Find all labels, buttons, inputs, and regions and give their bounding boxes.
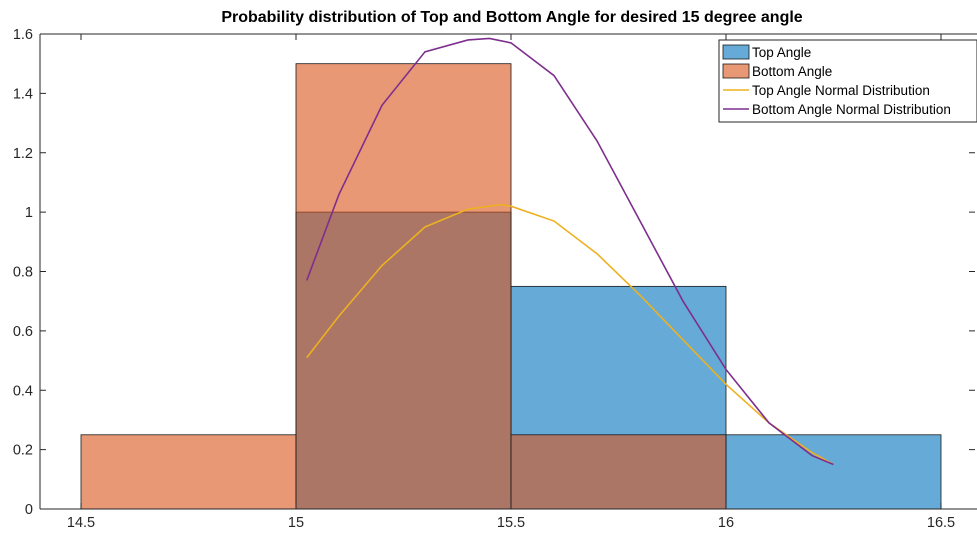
legend-label-bottom-angle-normal-distribution: Bottom Angle Normal Distribution <box>752 102 951 117</box>
bottom-angle-normal-distribution-line <box>306 37 834 466</box>
x-tick-label: 16.5 <box>927 515 955 531</box>
chart-title: Probability distribution of Top and Bott… <box>221 9 802 26</box>
y-tick-label: 1 <box>25 205 33 221</box>
x-tick-label: 15.5 <box>497 515 525 531</box>
y-tick-label: 0 <box>25 502 33 518</box>
y-tick-label: 1.2 <box>13 146 33 162</box>
legend: Top Angle Bottom Angle Top Angle Normal Di… <box>718 39 977 123</box>
bottom-angle-bar <box>510 434 727 510</box>
legend-label-top-angle-normal-distribution: Top Angle Normal Distribution <box>752 83 930 98</box>
legend-label-top-angle: Top Angle <box>752 45 811 60</box>
y-tick-label: 0.6 <box>13 324 33 340</box>
y-tick-label: 1.6 <box>13 27 33 43</box>
y-tick-label: 0.8 <box>13 265 33 281</box>
x-tick-label: 16 <box>718 515 734 531</box>
legend-swatch-bottom-angle <box>722 63 750 79</box>
y-tick-label: 0.2 <box>13 443 33 459</box>
legend-swatch-top-angle <box>722 44 750 60</box>
bottom-angle-bar <box>295 63 512 510</box>
axes: 0 0.2 0.4 0.6 0.8 1 1.2 1.4 1.6 14.5 15 15.5 16 16.5 <box>13 27 977 531</box>
y-tick-label: 1.4 <box>13 86 33 102</box>
x-tick-label: 14.5 <box>67 515 95 531</box>
top-angle-bar <box>725 434 942 510</box>
y-tick-label: 0.4 <box>13 383 33 399</box>
x-tick-label: 15 <box>288 515 304 531</box>
top-angle-normal-distribution-line <box>306 203 834 466</box>
plot-area <box>80 37 942 510</box>
bottom-angle-bar <box>80 434 297 510</box>
legend-label-bottom-angle: Bottom Angle <box>752 64 832 79</box>
legend-box <box>718 39 977 123</box>
